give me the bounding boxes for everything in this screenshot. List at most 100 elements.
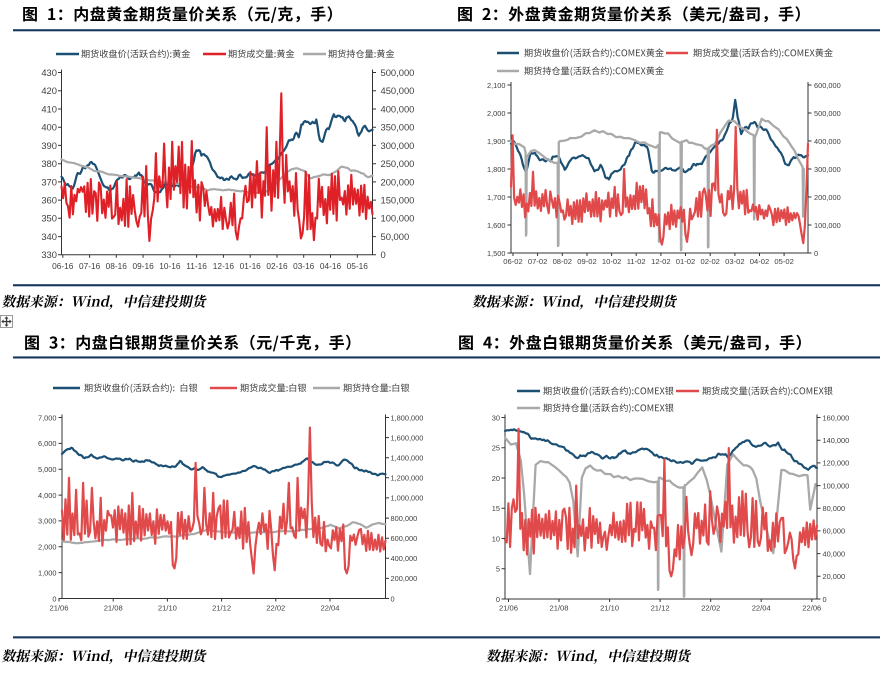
svg-text:2,000: 2,000 (38, 543, 57, 552)
svg-text:01-16: 01-16 (240, 261, 262, 271)
svg-text:400: 400 (41, 122, 57, 133)
svg-text:0: 0 (52, 594, 56, 603)
svg-text:360: 360 (41, 195, 57, 206)
svg-text:03-16: 03-16 (293, 261, 315, 271)
svg-text:800,000: 800,000 (391, 514, 418, 523)
svg-text:400,000: 400,000 (814, 137, 841, 146)
svg-text:370: 370 (41, 176, 57, 187)
svg-text:22/02: 22/02 (266, 603, 285, 612)
svg-text:0: 0 (391, 594, 395, 603)
svg-text:08-16: 08-16 (106, 261, 128, 271)
svg-text:1,700: 1,700 (487, 193, 506, 202)
svg-text:1,900: 1,900 (487, 137, 506, 146)
svg-text:400,000: 400,000 (391, 554, 418, 563)
svg-text:20: 20 (492, 474, 500, 483)
svg-text:20,000: 20,000 (823, 572, 846, 581)
svg-text:5,000: 5,000 (38, 465, 57, 474)
svg-text:350,000: 350,000 (381, 122, 415, 133)
svg-text:11-02: 11-02 (627, 257, 646, 266)
svg-text:1,400,000: 1,400,000 (391, 454, 424, 463)
svg-text:21/08: 21/08 (549, 603, 568, 612)
svg-text:01-02: 01-02 (676, 257, 695, 266)
svg-text:1,000,000: 1,000,000 (391, 494, 424, 503)
svg-text:12-16: 12-16 (213, 261, 235, 271)
svg-text:100,000: 100,000 (823, 481, 850, 490)
svg-text:100,000: 100,000 (814, 221, 841, 230)
svg-text:10-16: 10-16 (159, 261, 181, 271)
svg-text:02-16: 02-16 (266, 261, 288, 271)
svg-text:10: 10 (492, 534, 500, 543)
svg-text:11-16: 11-16 (186, 261, 207, 271)
svg-text:07-16: 07-16 (79, 261, 101, 271)
svg-text:140,000: 140,000 (823, 436, 850, 445)
svg-text:09-02: 09-02 (577, 257, 596, 266)
svg-text:1,500: 1,500 (487, 249, 506, 258)
svg-text:21/12: 21/12 (651, 603, 670, 612)
svg-text:06-16: 06-16 (52, 261, 74, 271)
svg-text:04-16: 04-16 (320, 261, 342, 271)
svg-text:300,000: 300,000 (381, 140, 415, 151)
svg-text:7,000: 7,000 (38, 413, 57, 422)
svg-text:80,000: 80,000 (823, 504, 846, 513)
svg-text:09-16: 09-16 (132, 261, 154, 271)
svg-text:22/06: 22/06 (802, 603, 821, 612)
svg-text:15: 15 (492, 504, 500, 513)
svg-text:500,000: 500,000 (381, 67, 415, 78)
svg-text:200,000: 200,000 (381, 176, 415, 187)
svg-text:12-02: 12-02 (651, 257, 670, 266)
svg-text:21/08: 21/08 (104, 603, 123, 612)
svg-text:5: 5 (496, 565, 500, 574)
svg-text:430: 430 (41, 67, 57, 78)
svg-text:1,600,000: 1,600,000 (391, 433, 424, 442)
svg-text:1,800,000: 1,800,000 (391, 413, 424, 422)
svg-text:410: 410 (41, 103, 57, 114)
svg-text:160,000: 160,000 (823, 413, 850, 422)
svg-text:50,000: 50,000 (381, 231, 410, 242)
svg-text:1,200,000: 1,200,000 (391, 474, 424, 483)
svg-text:21/10: 21/10 (158, 603, 177, 612)
svg-text:21/06: 21/06 (499, 603, 518, 612)
svg-text:04-02: 04-02 (750, 257, 769, 266)
svg-text:05-16: 05-16 (347, 261, 369, 271)
svg-text:350: 350 (41, 213, 57, 224)
svg-text:21/10: 21/10 (600, 603, 619, 612)
svg-text:0: 0 (814, 249, 818, 258)
svg-text:300,000: 300,000 (814, 165, 841, 174)
svg-text:450,000: 450,000 (381, 85, 415, 96)
svg-text:600,000: 600,000 (391, 534, 418, 543)
svg-text:07-02: 07-02 (528, 257, 547, 266)
svg-text:0: 0 (381, 249, 386, 260)
svg-text:250,000: 250,000 (381, 158, 415, 169)
svg-text:03-02: 03-02 (725, 257, 744, 266)
svg-text:21/06: 21/06 (49, 603, 68, 612)
svg-text:05-02: 05-02 (774, 257, 793, 266)
svg-text:380: 380 (41, 158, 57, 169)
svg-text:1,800: 1,800 (487, 165, 506, 174)
svg-text:6,000: 6,000 (38, 439, 57, 448)
svg-text:21/12: 21/12 (212, 603, 231, 612)
svg-text:600,000: 600,000 (814, 81, 841, 90)
svg-text:420: 420 (41, 85, 57, 96)
svg-text:10-02: 10-02 (602, 257, 621, 266)
svg-text:330: 330 (41, 249, 57, 260)
svg-text:390: 390 (41, 140, 57, 151)
svg-text:25: 25 (492, 444, 500, 453)
svg-text:40,000: 40,000 (823, 549, 846, 558)
svg-text:0: 0 (823, 595, 827, 604)
svg-text:22/04: 22/04 (320, 603, 339, 612)
svg-text:1,600: 1,600 (487, 221, 506, 230)
svg-text:3,000: 3,000 (38, 517, 57, 526)
svg-text:02-02: 02-02 (700, 257, 719, 266)
svg-text:500,000: 500,000 (814, 109, 841, 118)
svg-text:400,000: 400,000 (381, 103, 415, 114)
svg-text:150,000: 150,000 (381, 195, 415, 206)
svg-text:2,100: 2,100 (487, 81, 506, 90)
svg-text:200,000: 200,000 (814, 193, 841, 202)
svg-text:2,000: 2,000 (487, 109, 506, 118)
svg-text:4,000: 4,000 (38, 491, 57, 500)
svg-text:22/04: 22/04 (752, 603, 771, 612)
svg-text:08-02: 08-02 (553, 257, 572, 266)
svg-text:1,000: 1,000 (38, 568, 57, 577)
svg-text:22/02: 22/02 (701, 603, 720, 612)
svg-text:120,000: 120,000 (823, 459, 850, 468)
